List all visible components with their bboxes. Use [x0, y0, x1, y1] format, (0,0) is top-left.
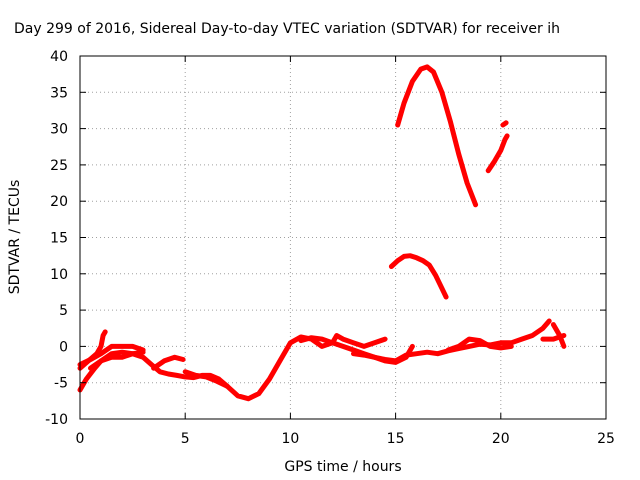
data-segment	[151, 354, 186, 371]
data-segment	[395, 64, 479, 208]
data-segment	[485, 133, 510, 174]
chart-title: Day 299 of 2016, Sidereal Day-to-day VTE…	[14, 21, 560, 37]
tick-layer: 0 5 10 15 20 25 -10 -5 0 5 10 15 20 25 30 35 40	[45, 49, 615, 447]
x-tick-label: 0	[76, 431, 85, 447]
data-segment	[77, 318, 552, 402]
y-tick-label: 15	[50, 231, 68, 247]
y-tick-label: -10	[45, 412, 68, 428]
data-segment	[88, 349, 146, 371]
y-tick-label: 40	[50, 49, 68, 65]
data-segment	[500, 120, 509, 128]
y-tick-label: 0	[59, 339, 68, 355]
x-tick-label: 15	[387, 431, 405, 447]
data-segment	[388, 253, 449, 300]
x-tick-label: 5	[181, 431, 190, 447]
y-tick-label: 25	[50, 158, 68, 174]
x-tick-label: 10	[281, 431, 299, 447]
y-tick-label: 20	[50, 194, 68, 210]
y-tick-label: -5	[54, 376, 68, 392]
data-segment	[182, 369, 230, 389]
data-layer	[77, 64, 567, 402]
data-segment	[351, 343, 415, 365]
data-segment	[298, 333, 388, 349]
x-axis-label: GPS time / hours	[284, 459, 401, 475]
y-tick-label: 30	[50, 122, 68, 138]
y-tick-label: 35	[50, 85, 68, 101]
data-segment	[550, 322, 567, 349]
grid-layer	[80, 56, 606, 419]
data-segment	[445, 336, 514, 353]
y-tick-label: 5	[59, 303, 68, 319]
data-segment	[77, 329, 108, 371]
y-tick-label: 10	[50, 267, 68, 283]
y-axis-label: SDTVAR / TECUs	[7, 180, 23, 295]
x-tick-label: 20	[492, 431, 510, 447]
x-tick-label: 25	[597, 431, 615, 447]
